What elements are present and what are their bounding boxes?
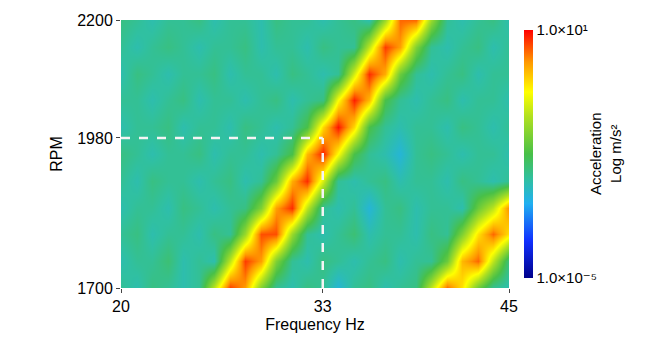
svg-text:1980: 1980 (77, 130, 113, 147)
svg-text:1.0×10¹: 1.0×10¹ (537, 21, 588, 38)
svg-text:Frequency Hz: Frequency Hz (265, 316, 365, 333)
svg-text:AccelerationLog m/s²: AccelerationLog m/s² (587, 112, 624, 195)
svg-text:1.0×10⁻⁵: 1.0×10⁻⁵ (537, 269, 597, 286)
svg-text:33: 33 (314, 298, 332, 315)
svg-text:RPM: RPM (48, 136, 65, 172)
svg-text:2200: 2200 (77, 12, 113, 29)
svg-text:20: 20 (112, 298, 130, 315)
svg-text:1700: 1700 (77, 280, 113, 297)
svg-text:45: 45 (500, 298, 518, 315)
